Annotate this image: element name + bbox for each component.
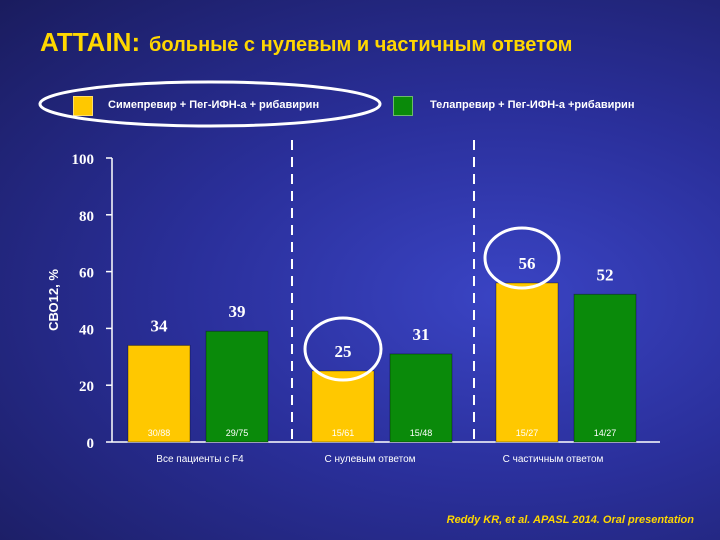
bar-0-0 [127, 344, 191, 443]
bar-value-label: 25 [335, 342, 352, 361]
bar-count-label: 30/88 [148, 428, 171, 438]
x-category-label: С нулевым ответом [324, 454, 415, 465]
bar-value-label: 56 [519, 254, 536, 273]
y-tick-label: 100 [72, 152, 95, 168]
bar-0-1 [205, 330, 269, 443]
legend-highlight-ellipse [38, 80, 382, 128]
highlight-ellipse-null-responders [303, 316, 383, 382]
y-tick-label: 20 [79, 379, 94, 395]
bar-count-label: 15/27 [516, 428, 539, 438]
y-tick-label: 60 [79, 266, 94, 282]
y-tick-label: 80 [79, 209, 94, 225]
slide-title: ATTAIN: больные с нулевым и частичным от… [40, 22, 572, 59]
bar-count-label: 14/27 [594, 428, 617, 438]
bar-2-0 [495, 282, 559, 443]
legend-swatch-telaprevir [393, 96, 413, 116]
y-tick-label: 0 [87, 436, 95, 452]
bar-count-label: 29/75 [226, 428, 249, 438]
bar-2-1 [573, 293, 637, 443]
citation: Reddy KR, et al. APASL 2014. Oral presen… [446, 514, 694, 526]
legend-label-simeprevir: Симепревир + Пег-ИФН-a + рибавирин [108, 99, 320, 111]
title-sub: больные с нулевым и частичным ответом [149, 34, 573, 56]
bar-value-label: 31 [413, 325, 430, 344]
bar-value-label: 39 [229, 302, 246, 321]
highlight-ellipse-partial-responders [483, 226, 561, 290]
bar-1-1 [389, 353, 453, 443]
x-category-label: Все пациенты с F4 [156, 454, 244, 465]
bar-value-label: 34 [151, 316, 169, 335]
y-axis-label: СВО12, % [46, 269, 61, 331]
bar-count-label: 15/48 [410, 428, 433, 438]
legend-swatch-simeprevir [73, 96, 93, 116]
bar-count-label: 15/61 [332, 428, 355, 438]
x-category-label: С частичным ответом [503, 454, 604, 465]
bar-value-label: 52 [597, 265, 614, 284]
bar-1-0 [311, 370, 375, 443]
legend-label-telaprevir: Телапревир + Пег-ИФН-a +рибавирин [430, 99, 635, 111]
title-main: ATTAIN: [40, 27, 141, 57]
y-tick-label: 40 [79, 322, 94, 338]
